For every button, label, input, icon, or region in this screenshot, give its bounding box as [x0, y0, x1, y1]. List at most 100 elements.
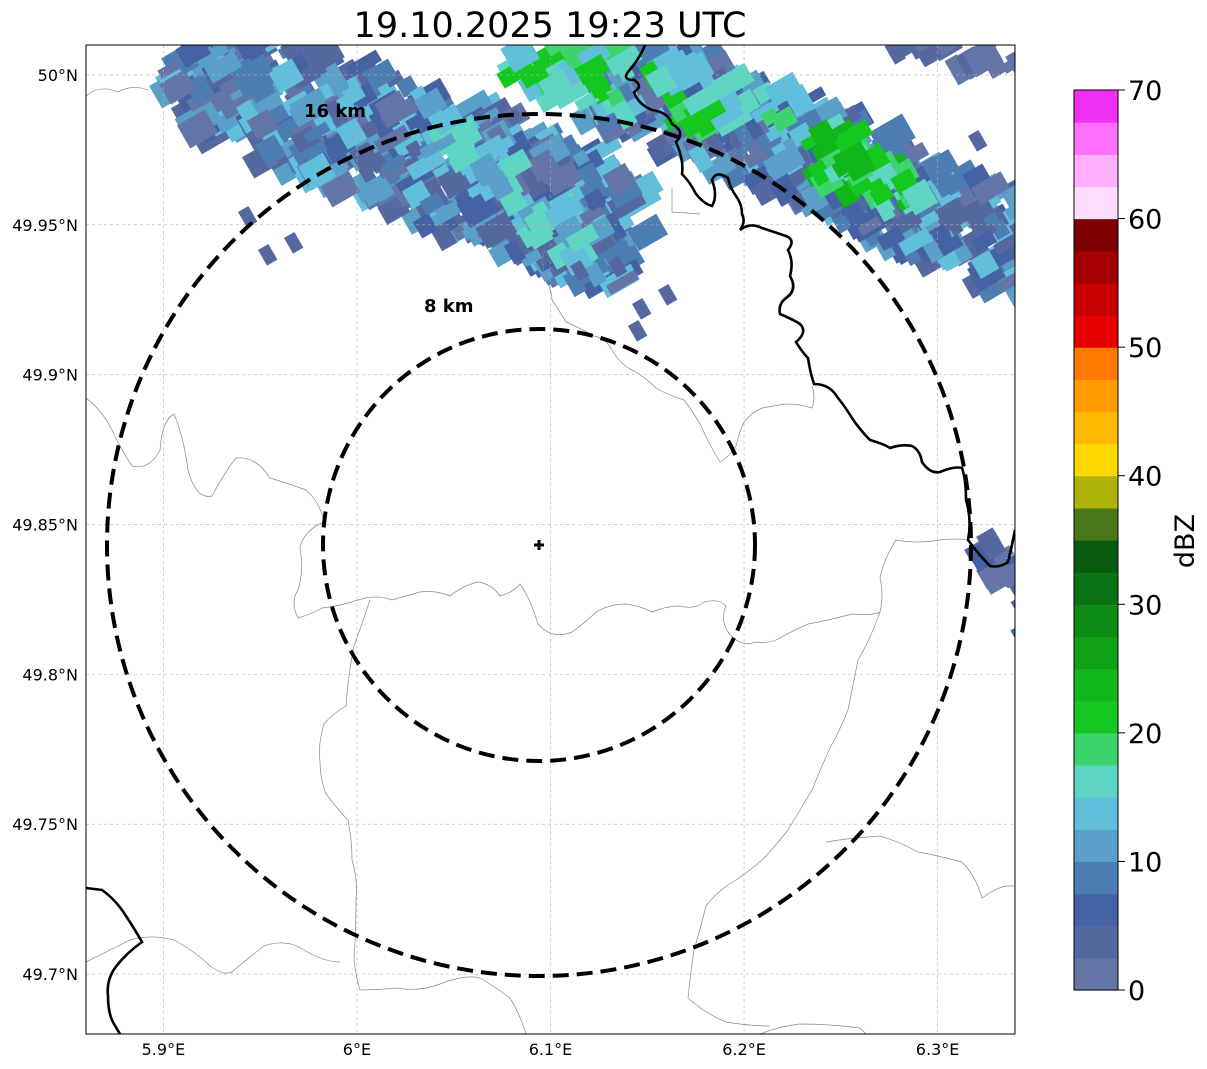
echo-cell [570, 260, 590, 282]
lat-tick-label: 49.95°N [12, 216, 78, 235]
colorbar-bin [1074, 507, 1118, 541]
echo-cell [583, 188, 607, 211]
colorbar-ticks: 0 10 20 30 40 50 60 70 [1118, 76, 1162, 1007]
echo-cell [699, 151, 738, 185]
echo-cell [636, 111, 670, 137]
echo-cell [230, 45, 258, 55]
colorbar-bin [1074, 250, 1118, 284]
echo-cell [168, 0, 199, 14]
echo-cell [884, 45, 907, 65]
colorbar-bin [1074, 636, 1118, 670]
echo-cell [220, 90, 258, 120]
echo-cell [976, 527, 1006, 560]
echo-cell [186, 0, 220, 32]
echo-cell [289, 87, 327, 118]
echo-cell [565, 223, 600, 253]
colorbar-bin [1074, 475, 1118, 509]
colorbar-bin [1074, 443, 1118, 477]
echo-cell [526, 149, 561, 183]
range-ring-16km [105, 112, 973, 978]
echo-cell [475, 211, 518, 250]
map-gridlines [86, 45, 1015, 1034]
echo-cell [190, 6, 222, 37]
colorbar-tick-label: 10 [1128, 847, 1162, 878]
echo-cell [552, 79, 590, 110]
echo-cell [876, 225, 906, 252]
colorbar-frame [1073, 89, 1119, 991]
echo-cell [225, 124, 245, 143]
range-ring-label-8km: 8 km [424, 296, 474, 317]
range-ring-8km [321, 327, 757, 763]
radar-echo-layer [149, 0, 1055, 650]
colorbar-bin [1074, 122, 1118, 155]
colorbar-bin [1074, 668, 1118, 702]
lat-tick-label: 49.7°N [22, 965, 78, 984]
colorbar-bin [1074, 861, 1118, 895]
colorbar-bin [1074, 925, 1118, 959]
echo-cell [645, 64, 678, 98]
echo-cell [944, 54, 971, 86]
echo-cell [742, 165, 771, 190]
echo-cell [963, 45, 1004, 78]
echo-cell [246, 85, 284, 119]
echo-cell [971, 171, 1011, 205]
echo-cell [267, 58, 305, 94]
echo-cell [1022, 602, 1055, 628]
echo-cell [374, 89, 410, 122]
lat-tick-label: 49.75°N [12, 815, 78, 834]
echo-cell [157, 1, 178, 25]
echo-cell [562, 269, 587, 298]
echo-cell [235, 45, 274, 61]
echo-cell [229, 49, 273, 90]
colorbar-bin [1074, 893, 1118, 927]
colorbar-tick-label: 0 [1128, 976, 1145, 1007]
colorbar-tick-label: 50 [1128, 333, 1162, 364]
echo-cell [406, 148, 447, 181]
colorbar-bin [1074, 347, 1118, 380]
echo-cell [174, 10, 212, 39]
echo-cell [413, 87, 448, 120]
echo-cell [520, 248, 543, 268]
echo-cell [732, 123, 755, 148]
colorbar-bin [1074, 379, 1118, 413]
lon-tick-label: 6°E [343, 1040, 371, 1059]
colorbar-bin [1074, 218, 1118, 252]
echo-cell [968, 130, 988, 152]
echo-cell [258, 244, 278, 266]
echo-cell [743, 146, 770, 169]
echo-cell [831, 157, 852, 179]
colorbar-bin [1074, 604, 1118, 638]
colorbar: 0 10 20 30 40 50 60 70 dBZ [1073, 76, 1201, 1007]
echo-cell [627, 213, 669, 252]
echo-cell [499, 188, 529, 217]
echo-cell [166, 5, 185, 22]
echo-cell [1016, 598, 1053, 631]
echo-cell [934, 197, 971, 233]
echo-cell [841, 147, 876, 182]
map-axes: 5.9°E 6°E 6.1°E 6.2°E 6.3°E 50°N 49.95°N 49.9°N… [12, 66, 959, 1059]
echo-cell [632, 298, 652, 320]
echo-cell [1015, 278, 1040, 303]
echo-cell [160, 12, 194, 40]
echo-cell [867, 177, 889, 199]
echo-cell [320, 65, 350, 98]
echo-cell [832, 119, 874, 153]
colorbar-bin [1074, 315, 1118, 348]
echo-cell [538, 68, 574, 104]
echo-cell [175, 45, 212, 68]
echo-cell [503, 239, 526, 265]
regional-boundaries [86, 87, 1015, 1034]
echo-cell [484, 135, 515, 159]
colorbar-bin [1074, 700, 1118, 734]
echo-cell [986, 59, 1009, 79]
echo-cell [602, 162, 637, 197]
colorbar-bin [1074, 765, 1118, 798]
echo-cell [612, 56, 636, 83]
echo-cell [336, 94, 358, 119]
colorbar-bin [1074, 957, 1118, 991]
echo-cell [769, 105, 799, 133]
echo-cell [419, 141, 439, 160]
map-panel: 8 km 16 km [85, 0, 1055, 1035]
echo-cell [246, 109, 279, 141]
